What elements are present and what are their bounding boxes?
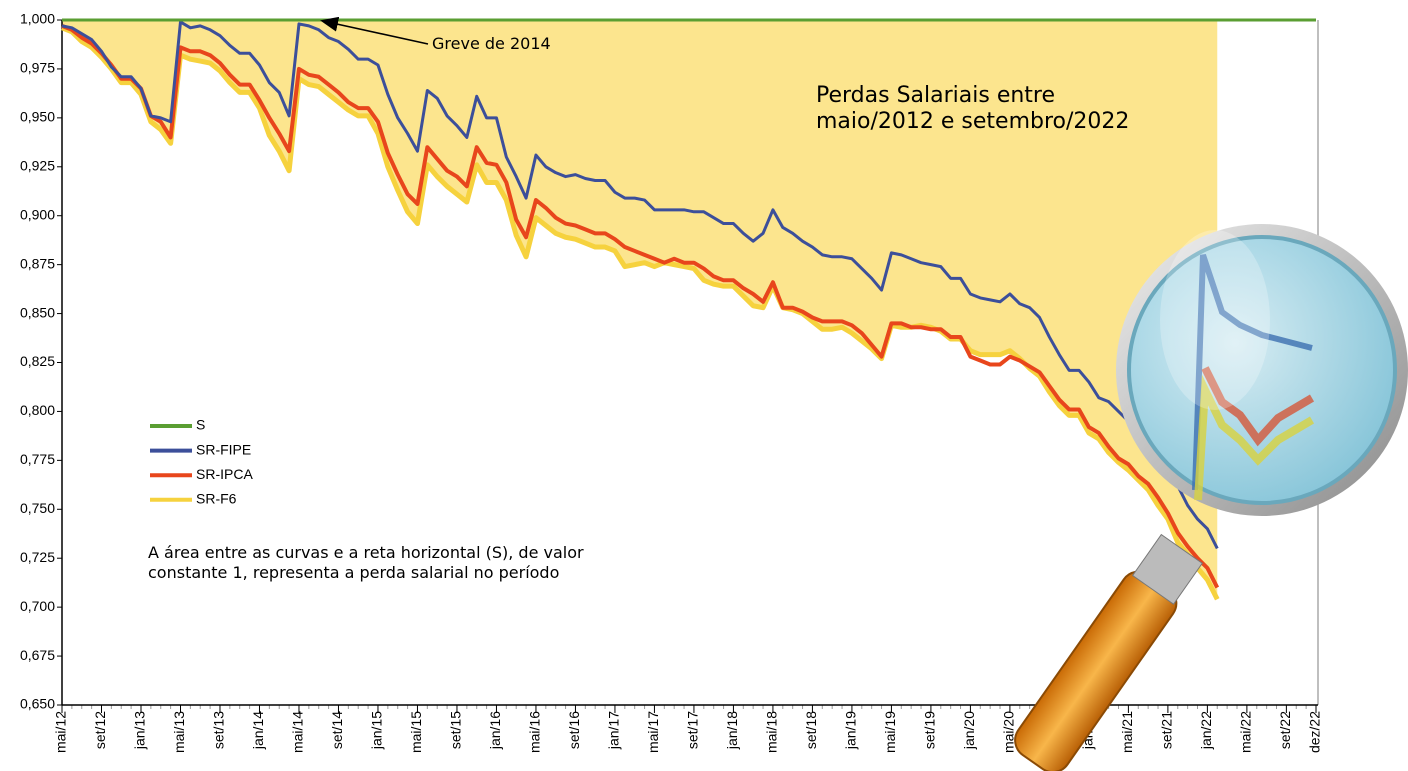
- annotation: Greve de 2014: [432, 34, 551, 53]
- x-tick-label: jan/18: [724, 711, 740, 750]
- x-tick-label: set/19: [922, 711, 938, 749]
- chart-title: maio/2012 e setembro/2022: [816, 109, 1129, 134]
- y-tick-label: 0,775: [20, 451, 55, 467]
- y-tick-label: 0,825: [20, 353, 55, 369]
- legend-label: S: [196, 417, 205, 433]
- x-tick-label: mai/19: [882, 711, 898, 753]
- y-tick-label: 0,875: [20, 255, 55, 271]
- x-tick-label: mai/15: [408, 711, 424, 753]
- x-tick-label: mai/14: [290, 711, 306, 753]
- x-tick-label: set/22: [1277, 711, 1293, 749]
- x-tick-label: set/18: [803, 711, 819, 749]
- x-tick-label: set/12: [92, 711, 108, 749]
- x-tick-label: jan/17: [606, 711, 622, 750]
- y-tick-label: 0,925: [20, 157, 55, 173]
- x-tick-label: mai/22: [1238, 711, 1254, 753]
- x-tick-label: mai/20: [1001, 711, 1017, 753]
- note: A área entre as curvas e a reta horizont…: [148, 543, 584, 562]
- y-tick-label: 0,950: [20, 109, 55, 125]
- y-tick-label: 1,000: [20, 11, 55, 27]
- x-tick-label: jan/14: [250, 711, 266, 750]
- x-tick-label: mai/21: [1119, 711, 1135, 753]
- legend-label: SR-F6: [196, 491, 237, 507]
- x-tick-label: jan/15: [369, 711, 385, 750]
- x-tick-label: mai/16: [527, 711, 543, 753]
- chart: 0,650 0,675 0,700 0,725 0,750 0,775 0,800 0,825…: [0, 0, 1408, 771]
- legend-label: SR-IPCA: [196, 466, 253, 482]
- x-tick-label: set/17: [685, 711, 701, 749]
- x-tick-label: mai/17: [645, 711, 661, 753]
- y-tick-label: 0,975: [20, 60, 55, 76]
- x-tick-label: mai/12: [53, 711, 69, 753]
- x-tick-label: mai/13: [171, 711, 187, 753]
- y-tick-label: 0,850: [20, 304, 55, 320]
- y-tick-label: 0,725: [20, 549, 55, 565]
- x-tick-label: jan/16: [487, 711, 503, 750]
- x-tick-label: set/13: [211, 711, 227, 749]
- x-tick-label: jan/20: [961, 711, 977, 750]
- x-tick-label: jan/22: [1198, 711, 1214, 750]
- y-tick-label: 0,700: [20, 598, 55, 614]
- y-tick-label: 0,650: [20, 696, 55, 712]
- chart-title: Perdas Salariais entre: [816, 83, 1055, 108]
- x-tick-label: jan/13: [132, 711, 148, 750]
- x-tick-label: set/14: [329, 711, 345, 749]
- y-tick-label: 0,900: [20, 206, 55, 222]
- x-tick-label: jan/19: [843, 711, 859, 750]
- x-tick-label: dez/22: [1307, 711, 1323, 753]
- x-tick-label: mai/18: [764, 711, 780, 753]
- x-tick-label: set/15: [448, 711, 464, 749]
- y-tick-label: 0,675: [20, 647, 55, 663]
- x-tick-label: set/21: [1159, 711, 1175, 749]
- note: constante 1, representa a perda salarial…: [148, 563, 559, 582]
- y-tick-label: 0,800: [20, 402, 55, 418]
- legend-label: SR-FIPE: [196, 441, 251, 457]
- x-tick-label: set/16: [566, 711, 582, 749]
- y-tick-label: 0,750: [20, 500, 55, 516]
